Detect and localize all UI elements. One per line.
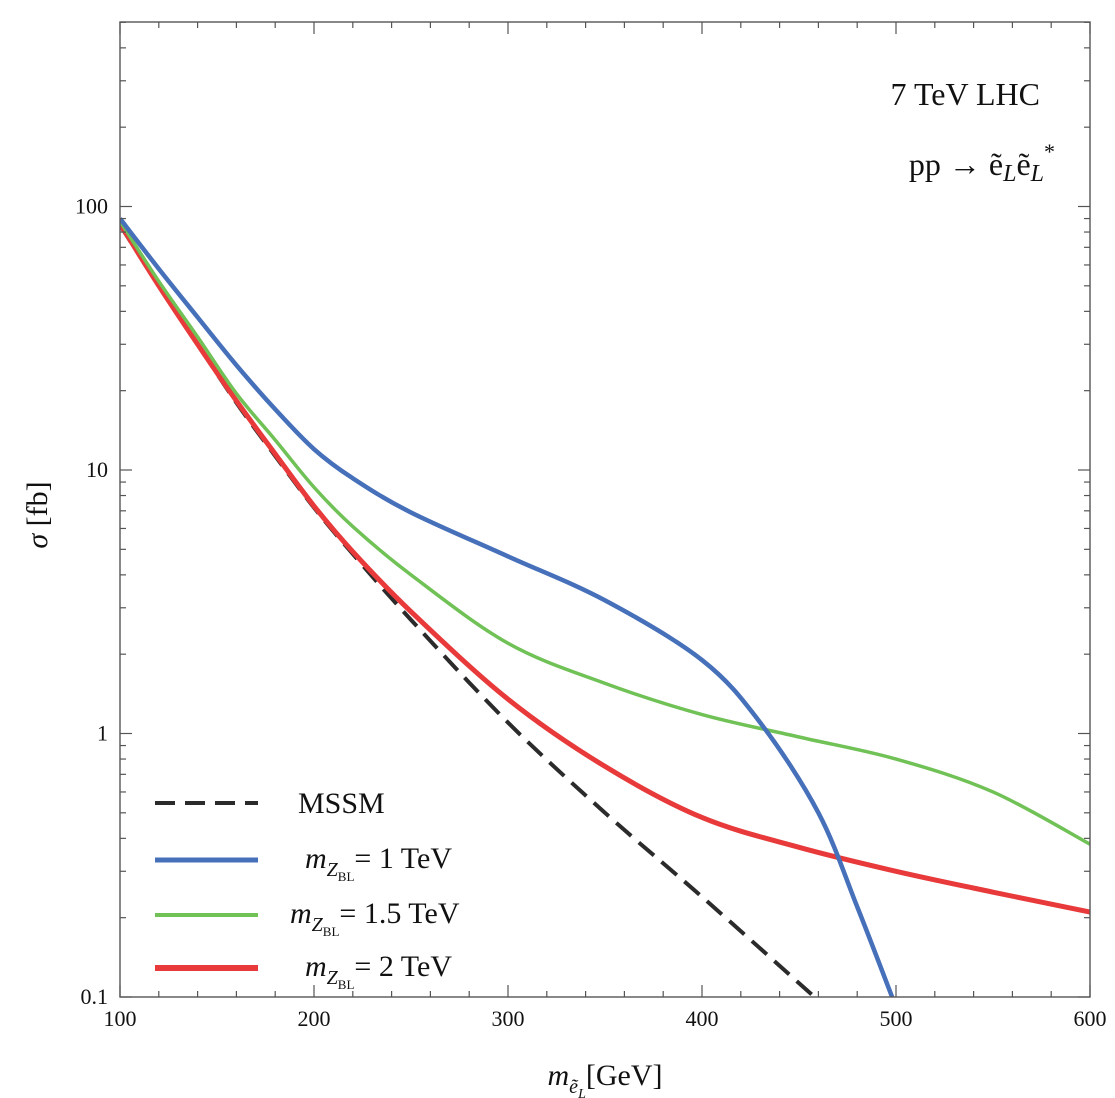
plot-frame [119, 21, 1091, 998]
process-annotation: pp → ẽLẽL* [909, 139, 1055, 187]
x-tick-label-500: 500 [880, 1006, 913, 1031]
x-tick-label-400: 400 [686, 1006, 719, 1031]
y-tick-label-0_1: 0.1 [81, 984, 109, 1009]
y-axis-label: σ [fb] [21, 481, 54, 548]
y-tick-label-10: 10 [86, 457, 108, 482]
tick-layer: 100 200 300 400 500 600 0.1 1 10 100 [75, 21, 1107, 1031]
legend-label-mssm: MSSM [298, 787, 385, 820]
energy-annotation: 7 TeV LHC [891, 76, 1040, 112]
series-layer [120, 217, 1090, 997]
legend-label-zbl-15: mZBL= 1.5 TeV [290, 897, 460, 939]
x-tick-label-100: 100 [104, 1006, 137, 1031]
x-axis-label: mẽL[GeV] [548, 1059, 663, 1098]
legend-label-zbl-2: mZBL= 2 TeV [305, 950, 452, 992]
x-tick-label-600: 600 [1074, 1006, 1107, 1031]
series-line-3 [120, 222, 1090, 915]
legend: MSSM mZBL= 1 TeV mZBL= 1.5 TeV mZBL= 2 T… [155, 787, 460, 992]
legend-label-zbl-1: mZBL= 1 TeV [305, 842, 452, 884]
y-tick-label-1: 1 [97, 721, 108, 746]
series-line-2 [120, 220, 1090, 846]
series-line-1 [120, 217, 895, 997]
y-tick-label-100: 100 [75, 194, 108, 219]
x-tick-label-300: 300 [492, 1006, 525, 1031]
x-tick-label-200: 200 [298, 1006, 331, 1031]
series-line-0 [120, 224, 816, 997]
